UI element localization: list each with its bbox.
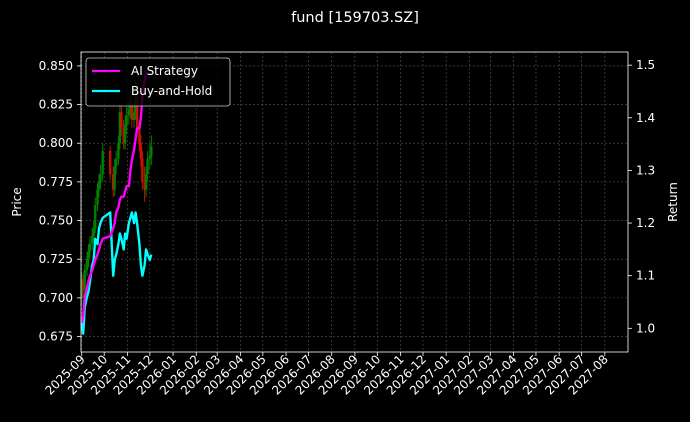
candle-body	[117, 143, 120, 159]
candle-body	[113, 166, 116, 190]
candle-body	[120, 112, 123, 128]
chart-title: fund [159703.SZ]	[291, 10, 419, 26]
candle-body	[108, 150, 112, 175]
candle-body	[122, 127, 125, 144]
candle-body	[96, 189, 99, 206]
candle-body	[97, 181, 101, 190]
left-tick-label: 0.775	[39, 175, 73, 189]
left-tick-label: 0.825	[39, 98, 73, 112]
right-y-axis: 1.0 1.1 1.2 1.3 1.4 1.5	[628, 58, 655, 335]
right-tick-label: 1.0	[636, 321, 655, 335]
right-axis-label: Return	[666, 182, 680, 222]
candle-body	[85, 259, 89, 271]
candle-body	[94, 205, 97, 229]
right-tick-label: 1.3	[636, 163, 655, 177]
candle-body	[135, 96, 139, 128]
candle-body	[92, 228, 95, 237]
right-tick-label: 1.2	[636, 216, 655, 230]
left-tick-label: 0.675	[39, 330, 73, 344]
candle-body	[148, 155, 152, 159]
candle-body	[144, 174, 148, 190]
series-line-ai-strategy	[80, 70, 148, 324]
line-series	[80, 70, 153, 335]
candle-body	[150, 146, 153, 156]
left-tick-label: 0.750	[39, 214, 73, 228]
left-axis-label: Price	[10, 187, 24, 216]
candle-body	[111, 174, 115, 190]
candle-body	[82, 279, 85, 291]
candle-body	[125, 115, 128, 125]
candle-body	[127, 109, 131, 116]
candle-body	[132, 112, 136, 121]
left-tick-label: 0.850	[39, 59, 73, 73]
candle-body	[141, 158, 144, 182]
series-line-buy-and-hold	[80, 211, 153, 335]
right-tick-label: 1.4	[636, 111, 655, 125]
candle-body	[91, 236, 94, 244]
candle-body	[99, 174, 102, 182]
left-y-axis: 0.675 0.700 0.725 0.750 0.775 0.800 0.825 0.850	[39, 59, 81, 344]
candle-body	[123, 124, 127, 144]
right-tick-label: 1.5	[636, 58, 655, 72]
right-tick-label: 1.1	[636, 269, 655, 283]
candle-body	[118, 112, 122, 144]
candle-body	[101, 150, 104, 175]
candle-body	[114, 158, 118, 167]
candle-body	[138, 127, 141, 144]
candle-body	[83, 270, 86, 291]
candle-body	[80, 279, 83, 298]
candle-body	[87, 251, 90, 260]
candle-body	[146, 158, 149, 175]
left-tick-label: 0.725	[39, 252, 73, 266]
candle-body	[143, 181, 146, 190]
legend-label-ai-strategy: AI Strategy	[131, 64, 198, 78]
legend-box	[85, 57, 231, 107]
left-tick-label: 0.800	[39, 136, 73, 150]
left-tick-label: 0.700	[39, 291, 73, 305]
legend-label-buy-and-hold: Buy-and-Hold	[131, 84, 212, 98]
candle-body	[129, 104, 132, 110]
candle-body	[88, 243, 92, 252]
candle-body	[139, 143, 143, 159]
candle-body	[130, 104, 134, 121]
legend: AI Strategy Buy-and-Hold	[85, 57, 231, 107]
